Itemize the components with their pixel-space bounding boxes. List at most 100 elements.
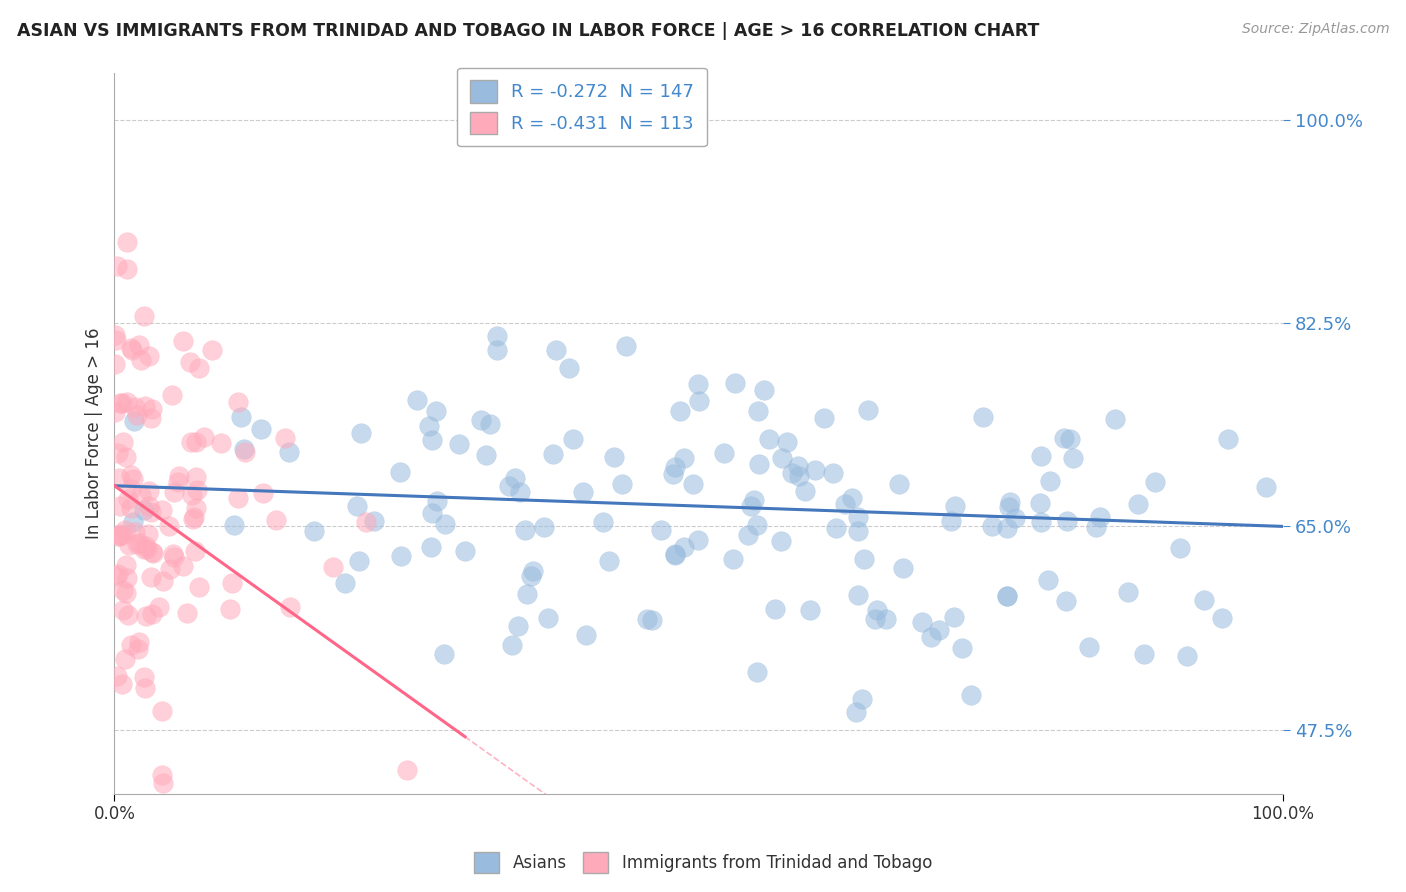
Point: [160, 388, 183, 402]
Point: [172, 559, 194, 574]
Point: [120, 482, 142, 496]
Point: [141, 401, 163, 416]
Point: [846, 588, 869, 602]
Point: [108, 396, 131, 410]
Point: [1004, 510, 1026, 524]
Point: [479, 417, 502, 432]
Point: [650, 523, 672, 537]
Legend: Asians, Immigrants from Trinidad and Tobago: Asians, Immigrants from Trinidad and Tob…: [467, 846, 939, 880]
Point: [516, 587, 538, 601]
Point: [557, 361, 579, 376]
Point: [186, 434, 208, 449]
Point: [141, 570, 163, 584]
Point: [1077, 640, 1099, 655]
Point: [209, 436, 232, 450]
Point: [163, 550, 186, 565]
Point: [111, 583, 134, 598]
Point: [132, 541, 155, 556]
Point: [503, 471, 526, 485]
Point: [389, 465, 412, 479]
Point: [322, 560, 344, 574]
Point: [641, 613, 664, 627]
Point: [150, 704, 173, 718]
Point: [350, 426, 373, 441]
Point: [748, 457, 770, 471]
Point: [172, 334, 194, 348]
Point: [114, 450, 136, 465]
Point: [769, 533, 792, 548]
Point: [682, 477, 704, 491]
Point: [995, 589, 1018, 603]
Point: [107, 567, 129, 582]
Point: [1056, 514, 1078, 528]
Point: [111, 603, 134, 617]
Point: [972, 409, 994, 424]
Point: [447, 437, 470, 451]
Point: [776, 435, 799, 450]
Point: [752, 383, 775, 397]
Point: [1168, 541, 1191, 555]
Point: [426, 493, 449, 508]
Point: [124, 525, 146, 540]
Point: [950, 640, 973, 655]
Point: [108, 471, 131, 485]
Point: [224, 518, 246, 533]
Point: [740, 499, 762, 513]
Point: [346, 499, 368, 513]
Point: [120, 501, 142, 516]
Point: [425, 403, 447, 417]
Point: [128, 635, 150, 649]
Point: [672, 540, 695, 554]
Point: [226, 491, 249, 506]
Point: [513, 523, 536, 537]
Point: [960, 688, 983, 702]
Point: [302, 524, 325, 539]
Point: [713, 446, 735, 460]
Point: [114, 558, 136, 572]
Point: [148, 600, 170, 615]
Point: [433, 516, 456, 531]
Point: [226, 395, 249, 409]
Point: [120, 638, 142, 652]
Point: [117, 235, 139, 250]
Point: [105, 260, 128, 274]
Point: [139, 505, 162, 519]
Point: [115, 262, 138, 277]
Point: [841, 491, 863, 505]
Point: [799, 602, 821, 616]
Point: [420, 433, 443, 447]
Point: [111, 677, 134, 691]
Point: [122, 472, 145, 486]
Point: [498, 479, 520, 493]
Point: [501, 638, 523, 652]
Point: [363, 514, 385, 528]
Point: [132, 309, 155, 323]
Point: [1192, 592, 1215, 607]
Point: [686, 533, 709, 548]
Point: [179, 354, 201, 368]
Point: [1062, 450, 1084, 465]
Point: [851, 692, 873, 706]
Point: [167, 468, 190, 483]
Point: [758, 432, 780, 446]
Point: [114, 652, 136, 666]
Point: [1118, 584, 1140, 599]
Point: [782, 466, 804, 480]
Point: [520, 569, 543, 583]
Point: [135, 540, 157, 554]
Point: [420, 506, 443, 520]
Point: [115, 586, 138, 600]
Point: [186, 483, 208, 497]
Point: [509, 485, 531, 500]
Text: ASIAN VS IMMIGRANTS FROM TRINIDAD AND TOBAGO IN LABOR FORCE | AGE > 16 CORRELATI: ASIAN VS IMMIGRANTS FROM TRINIDAD AND TO…: [17, 22, 1039, 40]
Point: [793, 484, 815, 499]
Point: [893, 561, 915, 575]
Point: [138, 526, 160, 541]
Point: [180, 434, 202, 449]
Point: [664, 460, 686, 475]
Point: [572, 485, 595, 500]
Point: [278, 600, 301, 615]
Point: [125, 408, 148, 422]
Point: [928, 623, 950, 637]
Point: [152, 574, 174, 588]
